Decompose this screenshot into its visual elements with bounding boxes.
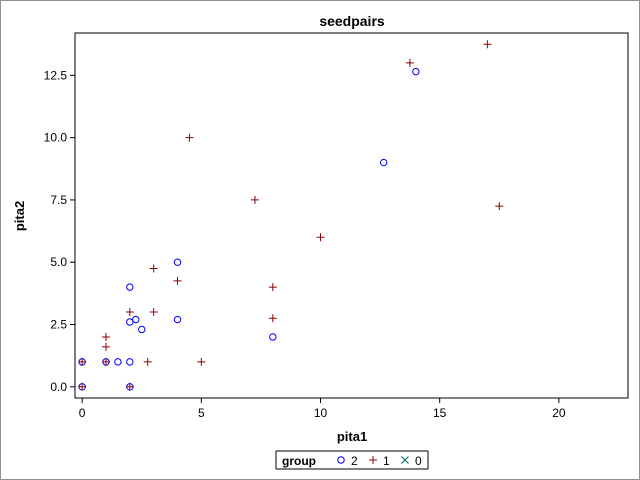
data-point-group-2 (379, 158, 388, 167)
x-tick-label: 15 (433, 406, 447, 420)
data-point-group-1 (78, 357, 87, 366)
data-points (78, 40, 504, 391)
plot-area (74, 32, 629, 399)
data-point-group-2 (126, 358, 134, 366)
data-point-group-1 (101, 357, 110, 366)
x-tick-label: 10 (314, 406, 328, 420)
data-point-group-1 (483, 40, 492, 49)
y-tick-label: 2.5 (50, 318, 67, 332)
data-point-group-1 (185, 133, 194, 142)
chart-title: seedpairs (319, 13, 385, 29)
data-point-group-2 (114, 358, 122, 366)
data-point-group-2 (173, 315, 182, 324)
y-tick-label: 12.5 (44, 68, 68, 82)
data-point-group-1 (101, 332, 110, 341)
data-point-group-1 (405, 58, 414, 67)
data-point-group-2 (126, 283, 134, 291)
data-point-group-1 (173, 276, 182, 285)
y-axis-label: pita2 (12, 201, 27, 231)
y-tick-label: 5.0 (50, 255, 67, 269)
legend-box (275, 450, 429, 470)
data-point-group-1 (495, 202, 504, 211)
y-tick-label: 7.5 (50, 193, 67, 207)
data-point-group-1 (250, 195, 259, 204)
x-tick-label: 20 (552, 406, 566, 420)
data-point-group-1 (149, 264, 158, 273)
data-point-group-1 (197, 357, 206, 366)
data-point-group-1 (125, 382, 134, 391)
data-point-group-2 (412, 67, 420, 76)
y-tick-label: 10.0 (44, 131, 68, 145)
legend-label-0: 0 (415, 454, 422, 468)
legend-marker-0 (401, 456, 409, 464)
data-point-group-2 (132, 315, 140, 324)
data-point-group-2 (126, 318, 134, 326)
data-point-group-2 (173, 258, 182, 266)
data-point-group-1 (268, 314, 277, 323)
y-axis: 0.0 2.5 5.0 7.5 10.0 12.5 (44, 68, 75, 394)
data-point-group-1 (316, 233, 325, 242)
x-tick-label: 5 (198, 406, 205, 420)
legend-label-2: 2 (351, 454, 358, 468)
legend-label-1: 1 (383, 454, 390, 468)
data-point-group-1 (125, 308, 134, 317)
legend: group 2 1 0 (275, 450, 429, 470)
legend-entries: 2 1 0 (337, 454, 422, 468)
y-tick-label: 0.0 (50, 380, 67, 394)
x-axis: 0 5 10 15 20 (79, 398, 566, 420)
data-point-group-1 (268, 283, 277, 292)
data-point-group-1 (78, 382, 87, 391)
data-point-group-1 (149, 308, 158, 317)
data-point-group-2 (269, 333, 277, 341)
x-tick-label: 0 (79, 406, 86, 420)
data-point-group-2 (138, 325, 146, 334)
legend-marker-1 (369, 456, 377, 464)
legend-title: group (282, 454, 316, 468)
legend-marker-2 (337, 456, 345, 464)
data-point-group-1 (101, 342, 110, 351)
data-point-group-1 (143, 357, 152, 366)
x-axis-label: pita1 (337, 429, 367, 444)
